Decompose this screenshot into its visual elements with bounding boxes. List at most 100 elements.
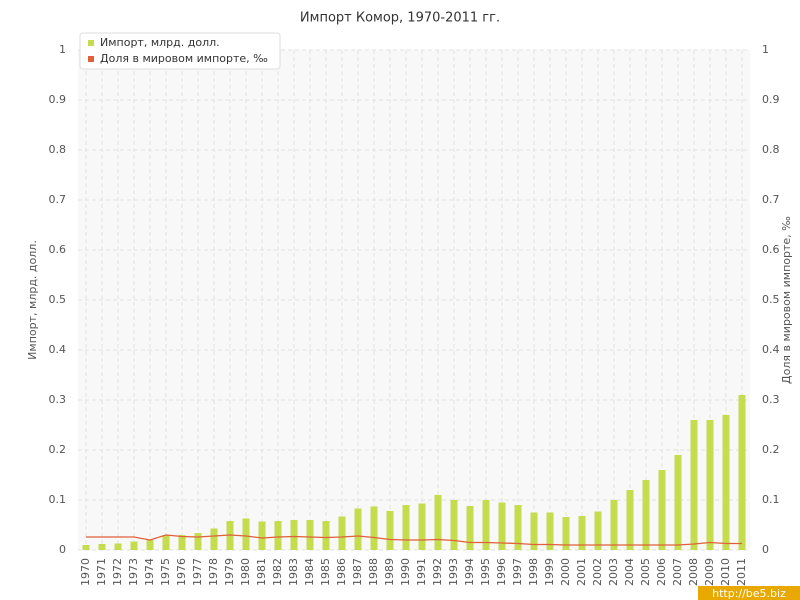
- x-tick-label: 2000: [559, 558, 572, 586]
- x-tick-label: 2009: [703, 558, 716, 586]
- legend-box: [79, 32, 281, 70]
- bar: [546, 512, 554, 550]
- bar: [514, 505, 522, 550]
- bar: [594, 511, 602, 550]
- bar: [242, 518, 250, 550]
- bar: [482, 500, 490, 550]
- bar: [578, 516, 586, 550]
- x-tick-label: 2008: [687, 558, 700, 586]
- legend-label: Импорт, млрд. долл.: [100, 36, 220, 49]
- y-tick-label: 0: [59, 543, 66, 556]
- bar: [98, 544, 106, 550]
- bar: [466, 506, 474, 550]
- y-tick-label: 0.1: [49, 493, 67, 506]
- y2-tick-label: 0.2: [762, 443, 780, 456]
- x-tick-label: 1975: [159, 558, 172, 586]
- y2-tick-label: 0.5: [762, 293, 780, 306]
- watermark: http://be5.biz: [712, 587, 786, 600]
- bar: [450, 500, 458, 550]
- bar: [370, 506, 378, 550]
- y2-tick-label: 0.9: [762, 93, 780, 106]
- x-tick-label: 2005: [639, 558, 652, 586]
- watermark-bg: [698, 586, 800, 600]
- line: [86, 534, 742, 546]
- x-tick-label: 2001: [575, 558, 588, 586]
- x-tick-label: 1972: [111, 558, 124, 586]
- bar: [722, 415, 730, 550]
- x-tick-label: 1998: [527, 558, 540, 586]
- bar: [626, 490, 634, 550]
- x-tick-label: 1987: [351, 558, 364, 586]
- x-tick-label: 1983: [287, 558, 300, 586]
- x-tick-label: 1971: [95, 558, 108, 586]
- bar: [610, 500, 618, 550]
- bar: [498, 502, 506, 550]
- x-tick-label: 1978: [207, 558, 220, 586]
- bar: [738, 395, 746, 550]
- x-tick-label: 2007: [671, 558, 684, 586]
- legend-label: Доля в мировом импорте, ‰: [100, 52, 268, 65]
- bar: [562, 517, 570, 550]
- y2-axis-label: Доля в мировом импорте, ‰: [780, 216, 793, 384]
- bar: [130, 541, 138, 550]
- x-tick-label: 2006: [655, 558, 668, 586]
- bar: [322, 521, 330, 550]
- y2-tick-label: 0.6: [762, 243, 780, 256]
- bar: [146, 540, 154, 550]
- bar: [434, 495, 442, 550]
- bar: [386, 511, 394, 550]
- x-tick-label: 1970: [79, 558, 92, 586]
- bar: [114, 543, 122, 550]
- x-tick-label: 1973: [127, 558, 140, 586]
- y2-tick-label: 0.1: [762, 493, 780, 506]
- bar: [658, 470, 666, 550]
- bar: [530, 512, 538, 550]
- legend-swatch: [88, 40, 94, 46]
- x-tick-label: 2011: [735, 558, 748, 586]
- x-tick-label: 1979: [223, 558, 236, 586]
- x-tick-label: 2003: [607, 558, 620, 586]
- x-tick-label: 1996: [495, 558, 508, 586]
- bar: [274, 521, 282, 550]
- y-tick-label: 1: [59, 43, 66, 56]
- y-tick-label: 0.2: [49, 443, 67, 456]
- legend-swatch: [88, 56, 94, 62]
- x-tick-label: 1993: [447, 558, 460, 586]
- bar: [642, 480, 650, 550]
- x-tick-label: 2010: [719, 558, 732, 586]
- x-tick-label: 1981: [255, 558, 268, 586]
- bar: [690, 420, 698, 550]
- y2-tick-label: 0.8: [762, 143, 780, 156]
- y2-tick-label: 0: [762, 543, 769, 556]
- x-tick-label: 1982: [271, 558, 284, 586]
- chart-title: Импорт Комор, 1970-2011 гг.: [300, 11, 500, 26]
- x-tick-label: 1984: [303, 558, 316, 586]
- x-tick-label: 1990: [399, 558, 412, 586]
- x-tick-label: 1997: [511, 558, 524, 586]
- y-tick-label: 0.5: [49, 293, 67, 306]
- bar: [258, 521, 266, 550]
- y-tick-label: 0.9: [49, 93, 67, 106]
- bar: [402, 505, 410, 550]
- x-tick-label: 1995: [479, 558, 492, 586]
- x-tick-label: 2004: [623, 558, 636, 586]
- bar: [82, 545, 90, 550]
- x-tick-label: 1988: [367, 558, 380, 586]
- y-tick-label: 0.4: [49, 343, 67, 356]
- x-tick-label: 1976: [175, 558, 188, 586]
- bar: [194, 533, 202, 550]
- bar: [706, 420, 714, 550]
- y-tick-label: 0.8: [49, 143, 67, 156]
- y2-tick-label: 1: [762, 43, 769, 56]
- bar: [210, 528, 218, 550]
- bar: [178, 535, 186, 550]
- x-tick-label: 1999: [543, 558, 556, 586]
- x-tick-label: 1974: [143, 558, 156, 586]
- x-tick-label: 1991: [415, 558, 428, 586]
- bar: [674, 455, 682, 550]
- bar: [354, 508, 362, 550]
- bar: [418, 503, 426, 550]
- y2-tick-label: 0.7: [762, 193, 780, 206]
- bar: [290, 520, 298, 550]
